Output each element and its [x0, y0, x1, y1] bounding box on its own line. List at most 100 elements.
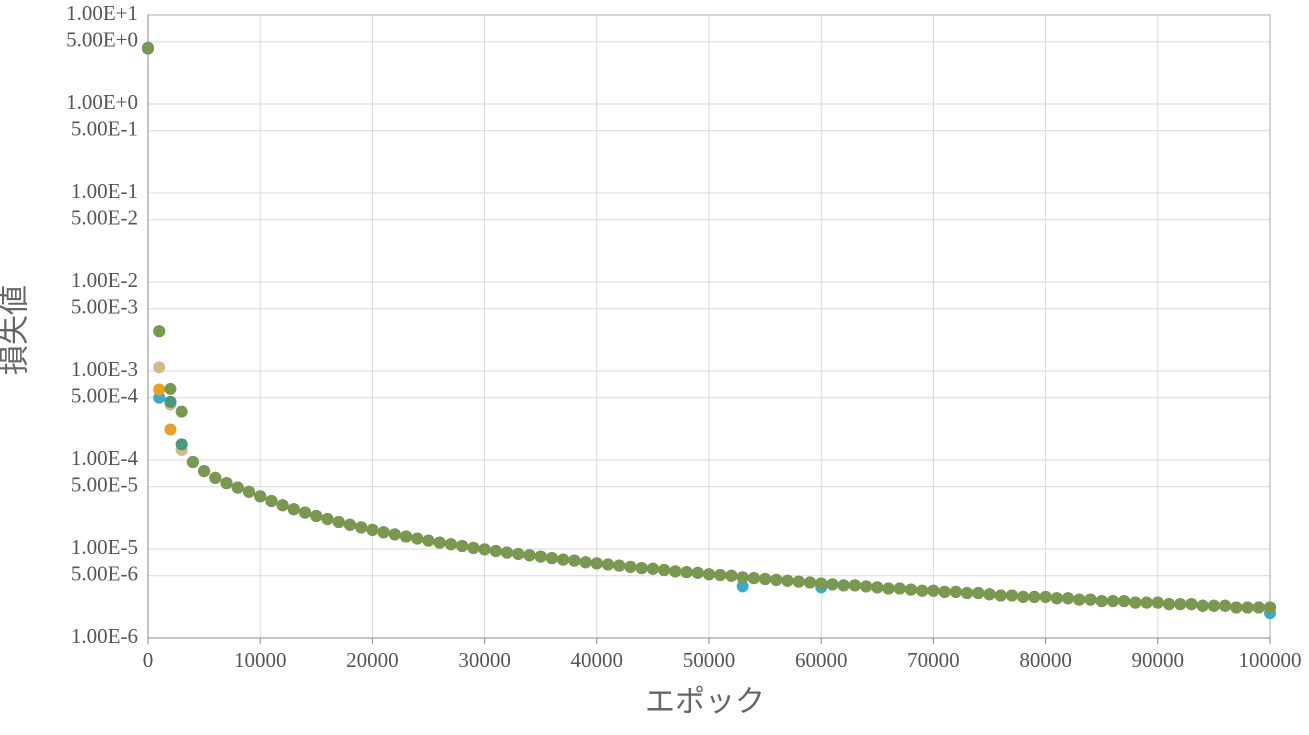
point: [265, 495, 278, 508]
point: [759, 573, 772, 586]
point: [299, 506, 312, 519]
x-tick-label: 10000: [234, 648, 287, 672]
point: [501, 546, 514, 559]
point: [1140, 596, 1153, 609]
point: [860, 580, 873, 593]
point: [848, 579, 861, 592]
point: [523, 549, 536, 562]
point: [770, 573, 783, 586]
x-tick-label: 90000: [1132, 648, 1185, 672]
point: [1118, 595, 1131, 608]
point: [1219, 599, 1232, 612]
point: [388, 528, 401, 541]
point: [366, 523, 379, 536]
point: [983, 588, 996, 601]
x-tick-label: 0: [143, 648, 154, 672]
point: [1050, 592, 1063, 605]
point: [994, 589, 1007, 602]
point: [478, 543, 491, 556]
y-tick-label: 1.00E-2: [71, 268, 138, 292]
point: [747, 572, 760, 585]
y-tick-label: 5.00E-6: [71, 562, 138, 586]
point: [680, 566, 693, 579]
point: [164, 382, 177, 395]
point: [904, 583, 917, 596]
point: [893, 582, 906, 595]
point: [1005, 589, 1018, 602]
point: [1241, 601, 1254, 614]
y-tick-label: 1.00E-5: [71, 535, 138, 559]
point: [927, 584, 940, 597]
point: [242, 485, 255, 498]
point: [164, 423, 177, 436]
point: [1151, 596, 1164, 609]
point: [444, 538, 457, 551]
point: [467, 541, 480, 554]
y-tick-label: 5.00E-2: [71, 206, 138, 230]
point: [433, 536, 446, 549]
point: [1264, 601, 1276, 614]
point: [1196, 599, 1209, 612]
x-tick-label: 20000: [346, 648, 399, 672]
point: [1230, 601, 1243, 614]
point: [220, 477, 233, 490]
y-tick-label: 1.00E-1: [71, 179, 138, 203]
point: [1062, 592, 1075, 605]
point: [1028, 590, 1041, 603]
point: [1207, 599, 1220, 612]
x-tick-label: 30000: [458, 648, 511, 672]
point: [624, 560, 637, 573]
point: [1106, 595, 1119, 608]
point: [568, 554, 581, 567]
y-tick-label: 1.00E+0: [66, 90, 138, 114]
point: [882, 582, 895, 595]
x-tick-label: 80000: [1019, 648, 1072, 672]
x-axis-title: エポック: [645, 685, 765, 720]
point: [938, 585, 951, 598]
point: [198, 465, 211, 478]
x-tick-label: 100000: [1239, 648, 1302, 672]
point: [321, 513, 334, 526]
point: [736, 580, 749, 593]
point: [332, 516, 345, 529]
point: [949, 585, 962, 598]
point: [231, 481, 244, 494]
point: [142, 41, 154, 54]
point: [557, 553, 570, 566]
point: [826, 578, 839, 591]
point: [972, 587, 985, 600]
point: [175, 438, 188, 451]
point: [310, 509, 323, 522]
x-tick-label: 70000: [907, 648, 960, 672]
point: [287, 503, 300, 516]
point: [714, 569, 727, 582]
point: [669, 565, 682, 578]
point: [590, 557, 603, 570]
point: [153, 325, 166, 338]
y-tick-label: 5.00E-1: [71, 117, 138, 141]
point: [579, 556, 592, 569]
point: [646, 562, 659, 575]
point: [736, 571, 749, 584]
point: [456, 540, 469, 553]
x-tick-label: 50000: [683, 648, 736, 672]
point: [153, 361, 166, 374]
point: [355, 521, 368, 534]
point: [254, 490, 267, 503]
y-tick-label: 5.00E-3: [71, 295, 138, 319]
point: [916, 584, 929, 597]
y-tick-label: 1.00E-3: [71, 357, 138, 381]
y-tick-label: 1.00E-6: [71, 624, 138, 648]
point: [400, 530, 413, 543]
point: [164, 395, 177, 408]
y-tick-label: 5.00E+0: [66, 28, 138, 52]
point: [175, 405, 188, 418]
point: [703, 568, 715, 581]
point: [871, 581, 884, 594]
point: [186, 455, 199, 468]
point: [961, 587, 974, 600]
x-tick-label: 60000: [795, 648, 848, 672]
point: [153, 391, 166, 404]
point: [1163, 598, 1176, 611]
point: [1129, 596, 1142, 609]
